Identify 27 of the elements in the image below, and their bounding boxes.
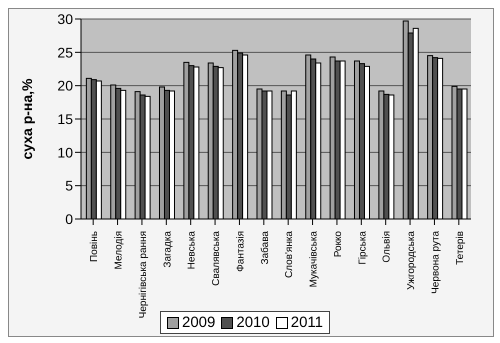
y-tick-label: 25: [57, 44, 74, 60]
y-tick-label: 20: [57, 78, 74, 94]
x-tick-label: Фантазія: [235, 231, 246, 272]
x-tick-label: Червона рута: [430, 230, 442, 294]
x-tick-label: Ужгородська: [406, 230, 418, 290]
x-tick-label: Чернігівська рання: [138, 231, 149, 318]
x-tick-label: Мелодія: [114, 231, 125, 270]
y-tick-label: 10: [57, 144, 74, 160]
y-tick-label: 15: [57, 110, 74, 127]
x-tick-label: Забава: [260, 230, 271, 264]
x-tick-label: Тетерів: [454, 231, 466, 265]
y-tick-label: 30: [57, 10, 74, 27]
legend-label: 2011: [290, 314, 323, 331]
y-tick-label: 5: [65, 178, 74, 194]
x-tick-label: Слов'янка: [284, 230, 296, 278]
legend-label: 2009: [180, 314, 216, 331]
x-tick-label: Ольвія: [382, 231, 393, 263]
x-tick-label: Рокко: [332, 230, 344, 258]
x-tick-label: Гірська: [357, 230, 368, 265]
x-tick-label: Загадка: [162, 230, 174, 268]
y-axis-title: суха р-на,%: [18, 78, 35, 160]
legend-label: 2010: [235, 314, 270, 331]
x-tick-label: Свалявська: [211, 230, 222, 286]
x-tick-label: Невська: [186, 230, 198, 270]
x-tick-label: Мукачівська: [308, 230, 320, 288]
x-tick-label: Повінь: [89, 231, 100, 262]
y-tick-label: 0: [65, 210, 74, 227]
